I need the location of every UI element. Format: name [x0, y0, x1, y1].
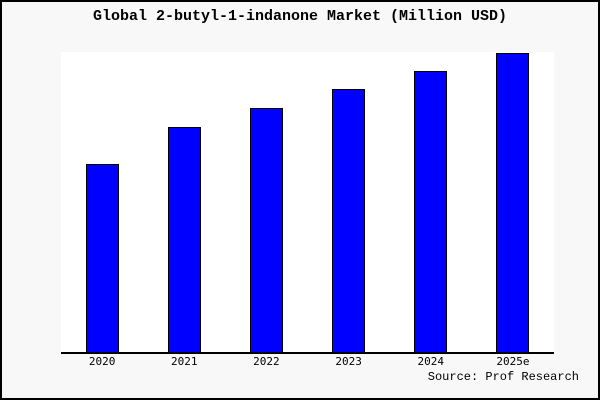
bar-slot-2021	[143, 52, 225, 352]
x-tick-label-2024: 2024	[417, 355, 445, 368]
bar-2023	[332, 89, 366, 352]
x-tick-label-2022: 2022	[253, 355, 280, 368]
bar-slot-2023	[308, 52, 390, 352]
bar-slot-2022	[225, 52, 307, 352]
x-axis-labels: 2020 2021 2022 2023 2024 2025e	[61, 356, 554, 368]
x-tick-label-2025e: 2025e	[496, 355, 530, 368]
x-tick-label-2021: 2021	[171, 355, 198, 368]
bar-2020	[85, 164, 119, 352]
plot-area	[61, 52, 554, 354]
bars-container	[61, 52, 554, 352]
bar-2021	[167, 127, 201, 352]
x-tick-label-2020: 2020	[88, 355, 116, 368]
bar-slot-2020	[61, 52, 143, 352]
bar-slot-2024	[390, 52, 472, 352]
bar-2022	[249, 108, 283, 352]
bar-2024	[414, 71, 448, 352]
chart-title: Global 2-butyl-1-indanone Market (Millio…	[92, 8, 508, 25]
source-note: Source: Prof Research	[427, 370, 579, 384]
bar-slot-2025e	[472, 52, 554, 352]
x-tick-label-2023: 2023	[335, 355, 362, 368]
bar-2025e	[496, 53, 530, 352]
